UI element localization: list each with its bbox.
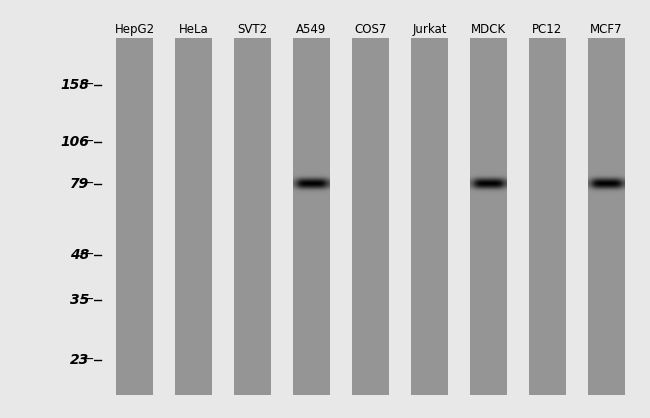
Text: Jurkat: Jurkat [412, 23, 447, 36]
Text: 35: 35 [70, 293, 89, 307]
Text: HepG2: HepG2 [114, 23, 155, 36]
Text: —: — [80, 353, 94, 367]
Text: HeLa: HeLa [179, 23, 209, 36]
Text: SVT2: SVT2 [237, 23, 268, 36]
Bar [588, 38, 625, 395]
Text: MDCK: MDCK [471, 23, 506, 36]
Text: 79: 79 [70, 177, 89, 191]
Text: —: — [80, 78, 94, 92]
Text: —: — [80, 177, 94, 191]
Text: PC12: PC12 [532, 23, 562, 36]
Text: 158: 158 [60, 78, 89, 92]
Bar [293, 38, 330, 395]
Text: MCF7: MCF7 [590, 23, 623, 36]
Bar [352, 38, 389, 395]
Text: 106: 106 [60, 135, 89, 149]
Bar [411, 38, 448, 395]
Text: —: — [80, 293, 94, 307]
Text: —: — [80, 248, 94, 262]
Text: A549: A549 [296, 23, 327, 36]
Text: COS7: COS7 [354, 23, 387, 36]
Bar [176, 38, 212, 395]
Bar [529, 38, 566, 395]
Text: 48: 48 [70, 248, 89, 262]
Text: 23: 23 [70, 353, 89, 367]
Text: —: — [80, 135, 94, 149]
Bar [470, 38, 507, 395]
Bar [116, 38, 153, 395]
Bar [234, 38, 271, 395]
